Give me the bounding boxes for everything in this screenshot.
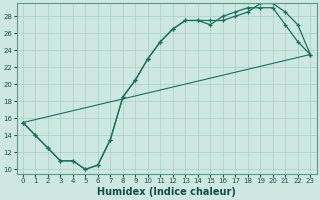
X-axis label: Humidex (Indice chaleur): Humidex (Indice chaleur) <box>97 187 236 197</box>
